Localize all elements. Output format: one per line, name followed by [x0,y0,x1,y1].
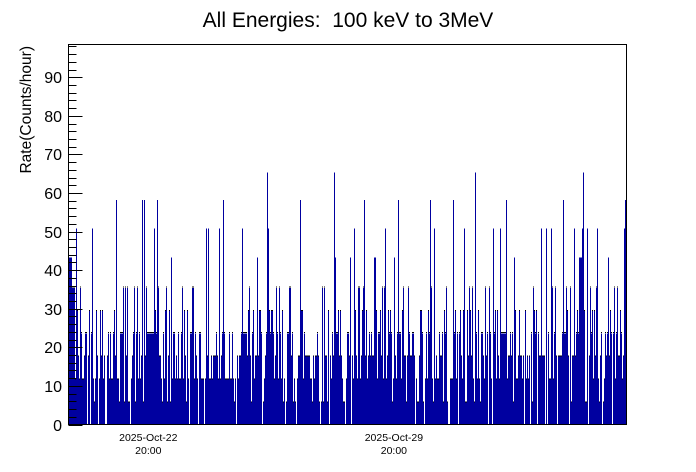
y-tick-label: 10 [44,379,62,396]
y-axis-tick-labels: 0 10 20 30 40 50 60 70 80 90 [44,70,62,435]
histogram-bars [69,172,626,425]
y-tick-label: 80 [44,109,62,126]
y-tick-label: 90 [44,70,62,87]
x-tick-label-date: 2025-Oct-29 [365,432,424,444]
y-tick-label: 0 [53,418,62,435]
y-tick-label: 20 [44,340,62,357]
x-tick-label-time: 20:00 [135,445,161,457]
y-tick-label: 40 [44,263,62,280]
histogram-fill [69,172,626,425]
y-axis-ticks [68,46,83,426]
x-tick-label-date: 2025-Oct-22 [119,432,178,444]
y-tick-label: 70 [44,147,62,164]
y-tick-label: 50 [44,225,62,242]
plot-frame [68,44,627,425]
histogram-outline-caps [72,286,624,403]
x-tick-label-time: 20:00 [381,445,407,457]
y-axis-title: Rate(Counts/hour) [18,46,35,174]
chart-title: All Energies: 100 keV to 3MeV [202,9,494,32]
y-tick-label: 60 [44,186,62,203]
y-tick-label: 30 [44,302,62,319]
